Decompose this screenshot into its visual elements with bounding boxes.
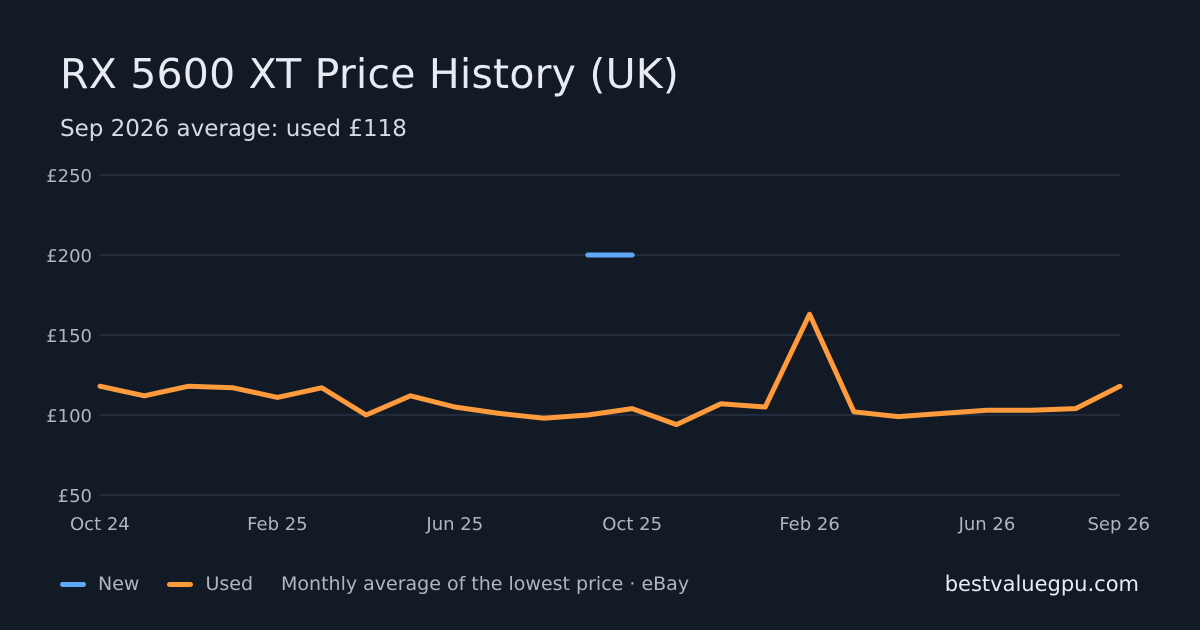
chart-subtitle: Sep 2026 average: used £118 <box>60 116 407 142</box>
y-tick-label: £100 <box>46 406 92 427</box>
x-tick-label: Feb 25 <box>247 514 308 535</box>
x-tick-label: Feb 26 <box>779 514 840 535</box>
legend-label-new: New <box>98 573 140 595</box>
legend-note: Monthly average of the lowest price · eB… <box>281 573 690 595</box>
y-tick-label: £50 <box>58 486 92 507</box>
legend-swatch-new <box>60 581 86 587</box>
x-tick-label: Oct 24 <box>70 514 130 535</box>
series-lines <box>97 252 1123 428</box>
legend: New Used Monthly average of the lowest p… <box>60 573 689 595</box>
x-tick-label: Jun 26 <box>958 514 1016 535</box>
y-tick-label: £150 <box>46 326 92 347</box>
legend-swatch-used <box>167 581 194 587</box>
x-tick-label: Oct 25 <box>602 514 662 535</box>
legend-item-new: New <box>60 573 139 595</box>
grid-lines <box>100 174 1120 496</box>
legend-item-used: Used <box>167 573 253 595</box>
y-axis-labels: £50 £100 £150 £200 £250 <box>46 166 92 507</box>
x-tick-label: Sep 26 <box>1087 514 1150 535</box>
y-tick-label: £250 <box>46 166 92 187</box>
legend-label-used: Used <box>205 573 254 595</box>
site-brand: bestvaluegpu.com <box>944 572 1139 596</box>
y-tick-label: £200 <box>46 246 92 267</box>
x-tick-label: Jun 25 <box>425 514 483 535</box>
x-axis-labels: Oct 24 Feb 25 Jun 25 Oct 25 Feb 26 Jun 26 Sep … <box>70 514 1150 535</box>
series-line-used <box>97 311 1123 428</box>
chart-title: RX 5600 XT Price History (UK) <box>60 50 680 98</box>
